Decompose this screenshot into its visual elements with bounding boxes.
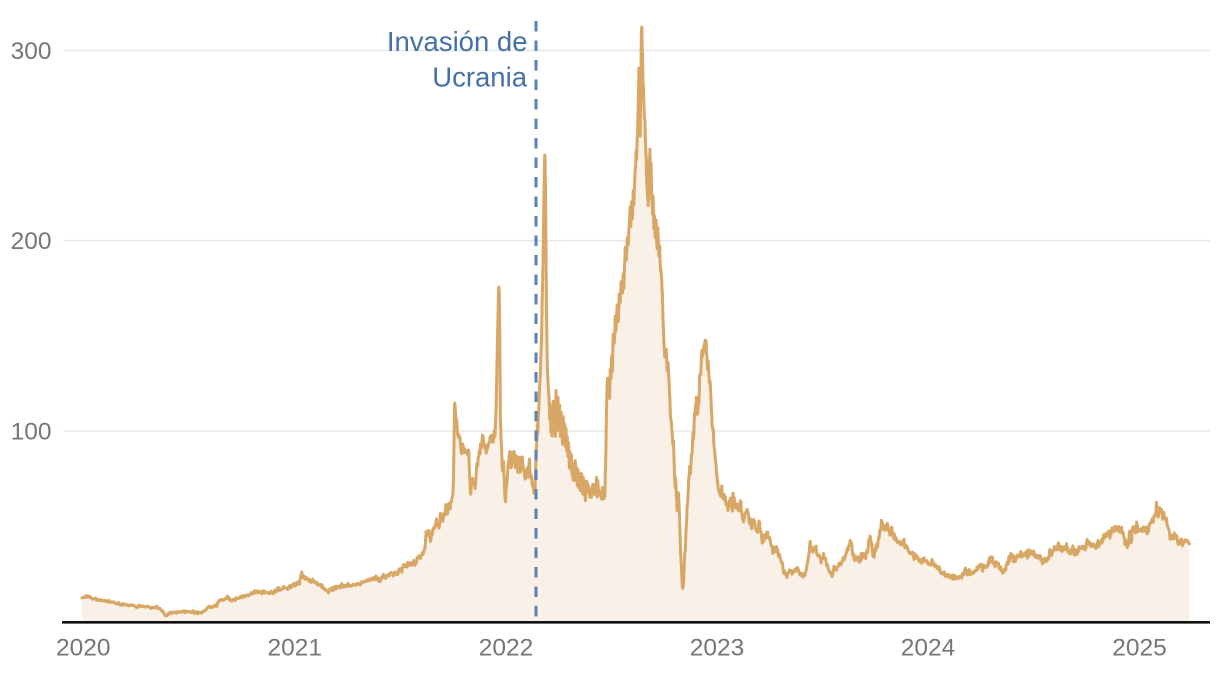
svg-text:2025: 2025	[1112, 634, 1167, 661]
svg-text:200: 200	[11, 228, 52, 255]
svg-text:Invasión de: Invasión de	[387, 26, 528, 57]
svg-text:2021: 2021	[267, 634, 322, 661]
svg-text:300: 300	[11, 38, 52, 65]
svg-text:2020: 2020	[56, 634, 111, 661]
svg-text:100: 100	[11, 419, 52, 446]
svg-text:2023: 2023	[690, 634, 745, 661]
svg-text:2024: 2024	[901, 634, 956, 661]
svg-text:2022: 2022	[479, 634, 534, 661]
svg-text:Ucrania: Ucrania	[432, 61, 527, 92]
